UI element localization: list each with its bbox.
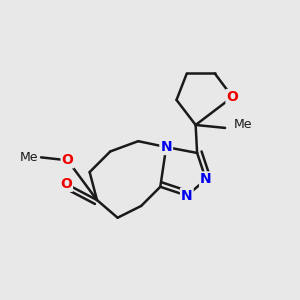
Text: O: O (60, 177, 72, 191)
Text: Me: Me (20, 151, 38, 164)
Text: O: O (61, 153, 74, 167)
Text: N: N (200, 172, 212, 186)
Text: O: O (226, 90, 238, 104)
Text: N: N (160, 140, 172, 154)
Text: N: N (181, 189, 193, 202)
Text: Me: Me (234, 118, 252, 131)
